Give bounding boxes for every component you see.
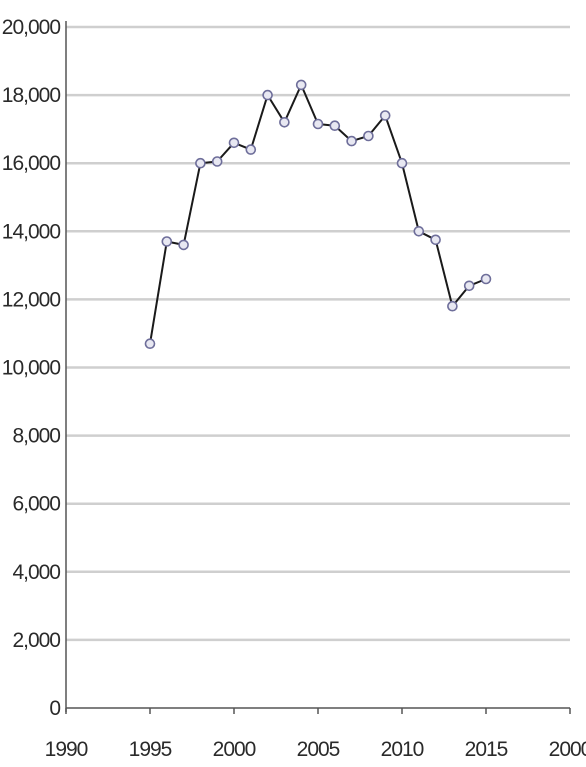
data-point xyxy=(211,156,223,167)
data-point xyxy=(228,137,240,149)
y-tick-label: 16,000 xyxy=(2,152,61,175)
x-tick-label: 1995 xyxy=(129,738,172,761)
x-tick-label: 2015 xyxy=(465,738,508,761)
data-point xyxy=(413,226,425,237)
data-point xyxy=(480,273,492,285)
y-tick-label: 20,000 xyxy=(2,16,61,39)
axes xyxy=(65,21,571,714)
data-point xyxy=(245,144,257,155)
data-point xyxy=(178,239,189,251)
data-point xyxy=(144,338,156,350)
gridlines xyxy=(66,25,570,642)
x-axis-tick-labels: 1990 1995 2000 2005 2010 2015 2000 xyxy=(45,738,586,761)
x-tick-label: 1990 xyxy=(45,738,88,761)
data-point xyxy=(396,157,408,169)
data-point xyxy=(447,300,458,312)
data-point xyxy=(195,157,206,169)
y-tick-label: 10,000 xyxy=(2,357,61,380)
data-point xyxy=(463,280,475,292)
x-tick-label: 2005 xyxy=(297,738,340,761)
y-tick-label: 6,000 xyxy=(12,493,60,516)
data-point xyxy=(312,118,324,130)
y-tick-label: 2,000 xyxy=(12,629,60,652)
x-tick-label: 2010 xyxy=(381,738,424,761)
data-point xyxy=(430,234,441,246)
data-point xyxy=(363,130,374,142)
y-tick-label: 4,000 xyxy=(12,561,60,584)
y-tick-label: 14,000 xyxy=(2,220,61,243)
y-tick-label: 12,000 xyxy=(2,288,61,311)
x-tick-label: 2000 xyxy=(213,738,256,761)
y-axis-tick-labels: 0 2,000 4,000 6,000 8,000 10,000 12,000 14,000 1… xyxy=(2,16,62,720)
y-tick-label: 8,000 xyxy=(12,425,60,448)
data-point xyxy=(346,135,357,147)
data-point xyxy=(262,89,273,101)
y-tick-label: 18,000 xyxy=(2,84,61,107)
x-tick-label: 2000 xyxy=(549,738,586,761)
data-point xyxy=(279,117,290,128)
y-tick-label: 0 xyxy=(49,697,60,720)
data-series xyxy=(144,79,492,350)
data-point xyxy=(161,236,173,247)
data-point xyxy=(295,79,307,91)
data-point xyxy=(379,110,391,121)
data-point xyxy=(329,120,341,131)
